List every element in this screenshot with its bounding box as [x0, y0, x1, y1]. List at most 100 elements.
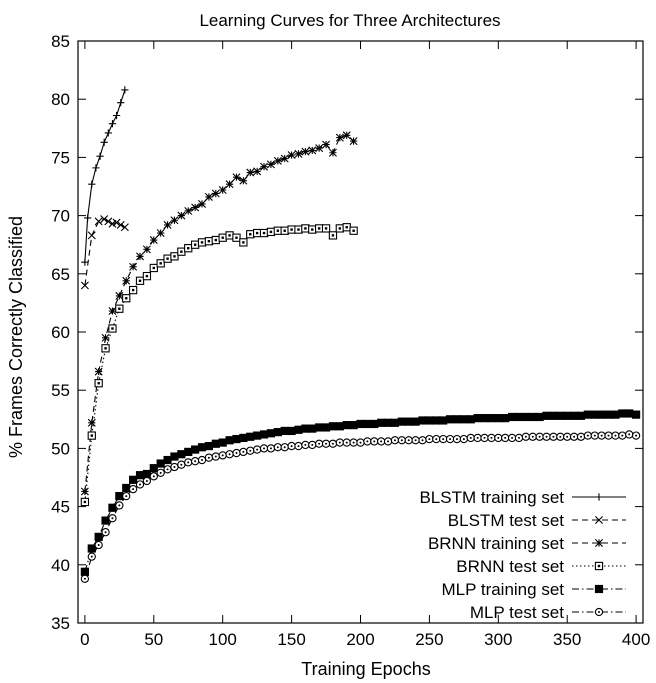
data-point-square-filled	[273, 428, 282, 437]
data-point-circle-dot	[442, 438, 445, 441]
y-tick-label: 55	[51, 381, 70, 400]
data-point-asterisk	[328, 148, 337, 157]
series-line	[84, 218, 126, 286]
series-mlp-training-set	[80, 409, 641, 576]
data-point-square-dot	[311, 228, 314, 231]
data-point-circle-dot	[380, 440, 383, 443]
data-point-square-filled	[204, 441, 214, 451]
data-point-square-filled	[549, 411, 558, 420]
y-tick-label: 40	[51, 556, 70, 575]
data-point-asterisk	[315, 144, 324, 153]
data-point-square-filled	[473, 414, 482, 423]
data-point-square-dot	[304, 227, 307, 230]
data-point-asterisk	[225, 180, 234, 189]
y-axis-label: % Frames Correctly Classified	[6, 216, 26, 458]
data-point-square-filled	[445, 415, 455, 424]
data-point-square-filled	[611, 410, 620, 419]
data-point-asterisk	[253, 167, 262, 176]
legend: BLSTM training set BLSTM test set BRNN tra…	[419, 488, 626, 622]
data-point-square-filled	[618, 409, 627, 418]
data-point-asterisk	[184, 206, 193, 215]
data-point-circle-dot	[359, 441, 362, 444]
data-point-circle-dot	[194, 460, 197, 463]
data-point-asterisk	[204, 192, 213, 201]
data-point-square-dot	[283, 229, 286, 232]
data-point-x	[104, 217, 113, 226]
data-point-circle-dot	[118, 504, 121, 507]
data-point-square-dot	[166, 257, 169, 260]
data-point-square-dot	[125, 297, 128, 300]
data-point-asterisk	[101, 333, 110, 342]
data-point-square-dot	[352, 229, 355, 232]
data-point-asterisk	[191, 203, 200, 212]
data-point-square-filled	[101, 516, 110, 525]
data-point-x	[595, 516, 603, 524]
data-point-plus	[84, 214, 92, 222]
data-point-plus	[92, 164, 100, 172]
y-tick-label: 60	[51, 323, 70, 342]
series-blstm-test-set	[80, 215, 129, 290]
data-point-square-filled	[528, 412, 537, 422]
data-point-square-filled	[597, 410, 606, 419]
data-point-plus	[96, 152, 104, 160]
data-point-square-filled	[170, 452, 179, 461]
data-point-circle-dot	[552, 435, 555, 438]
data-point-square-filled	[156, 459, 165, 468]
data-point-square-filled	[418, 416, 427, 425]
data-point-circle-dot	[228, 453, 231, 456]
data-point-asterisk	[239, 176, 248, 185]
data-point-circle-dot	[435, 438, 438, 441]
data-point-circle-dot	[586, 434, 589, 437]
data-point-circle-dot	[132, 488, 135, 491]
data-point-square-dot	[249, 233, 252, 236]
data-point-square-dot	[297, 228, 300, 231]
data-point-circle-dot	[414, 439, 417, 442]
data-point-square-dot	[145, 274, 149, 278]
data-point-x	[112, 218, 121, 227]
data-point-square-dot	[276, 229, 280, 232]
data-point-circle-dot	[139, 483, 142, 486]
legend-label: BRNN test set	[456, 557, 564, 576]
data-point-circle-dot	[407, 439, 410, 442]
data-point-asterisk	[94, 367, 103, 376]
data-point-square-filled	[590, 410, 599, 419]
data-point-asterisk	[87, 418, 96, 427]
data-point-circle-dot	[462, 438, 465, 441]
data-point-square-filled	[411, 417, 420, 426]
data-point-asterisk	[322, 140, 331, 149]
data-point-square-dot	[193, 243, 197, 246]
data-point-square-filled	[239, 433, 248, 443]
data-point-square-filled	[383, 418, 393, 427]
data-point-square-filled	[569, 411, 579, 420]
legend-label: BLSTM test set	[448, 511, 564, 530]
data-point-asterisk	[232, 173, 241, 182]
axes: 0 50 100 150 200 250 300 350 400 35 40 45 50 55 60 65 70…	[51, 32, 650, 649]
data-point-circle-dot	[207, 456, 210, 459]
data-point-circle-dot	[373, 440, 376, 443]
data-point-square-filled	[439, 416, 448, 425]
data-point-square-filled	[108, 503, 117, 512]
x-tick-label: 250	[415, 630, 443, 649]
data-point-circle-dot	[242, 450, 245, 453]
data-point-square-dot	[228, 234, 231, 237]
data-point-asterisk	[108, 307, 117, 316]
data-point-circle-dot	[497, 436, 500, 439]
data-point-square-dot	[269, 230, 273, 234]
data-point-asterisk	[349, 137, 358, 146]
data-point-square-filled	[507, 412, 517, 422]
data-point-square-filled	[397, 417, 406, 426]
data-point-square-dot	[290, 228, 293, 231]
data-point-square-filled	[494, 414, 503, 423]
data-point-square-filled	[122, 483, 131, 493]
data-point-square-dot	[200, 241, 204, 244]
data-point-circle-dot	[593, 434, 596, 437]
data-point-circle-dot	[269, 447, 272, 450]
x-tick-label: 150	[277, 630, 305, 649]
data-point-asterisk	[142, 245, 151, 254]
data-point-square-dot	[317, 227, 321, 230]
data-point-circle-dot	[235, 452, 238, 455]
data-point-square-filled	[514, 412, 524, 422]
data-point-square-dot	[345, 226, 348, 229]
data-point-circle-dot	[352, 441, 355, 444]
